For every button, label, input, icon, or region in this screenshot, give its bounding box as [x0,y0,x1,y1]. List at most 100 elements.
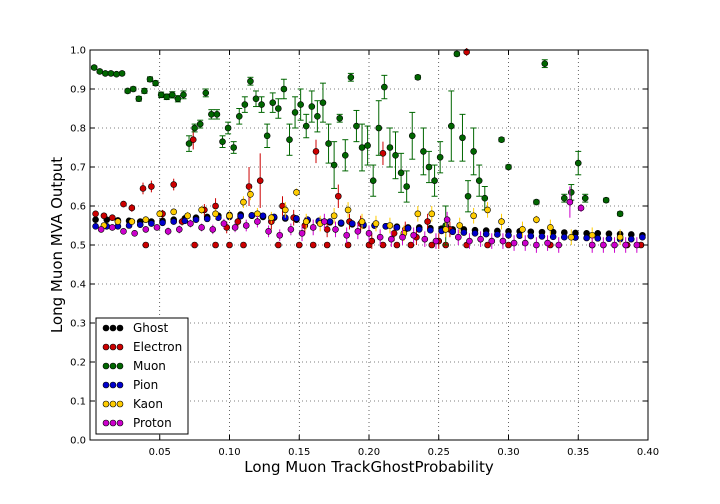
kaon-point [519,221,526,238]
muon-point [581,193,589,203]
muon-marker [141,87,148,95]
kaon-point [212,209,219,219]
muon-marker [213,111,221,118]
muon-point [96,68,104,75]
pion-marker [516,232,523,239]
floor-marker [212,241,219,249]
kaon-point [240,196,247,208]
data-points [90,48,646,253]
muon-point [420,127,427,176]
y-tick-label: 0.9 [70,85,86,96]
floor-marker [240,241,247,249]
legend-marker [102,400,110,408]
proton-marker [454,233,462,241]
electron-marker [92,210,99,218]
legend-item-proton: Proton [102,416,172,430]
kaon-point [268,211,275,224]
muon-point [397,152,405,193]
muon-marker [392,152,399,159]
electron-marker [335,192,342,200]
muon-point [135,95,143,103]
muon-point [560,193,568,203]
legend-label-kaon: Kaon [133,397,163,411]
muon-marker [314,113,321,120]
legend-marker [102,419,110,427]
muon-point [353,109,360,143]
floor-point [484,241,491,249]
kaon-marker [567,233,575,241]
floor-point [344,241,352,249]
muon-marker [163,93,171,101]
proton-point [533,237,540,253]
proton-point [376,229,384,245]
muon-marker [169,91,176,99]
kaon-point [302,213,310,230]
proton-marker [521,239,529,247]
kaon-point [442,221,450,238]
kaon-marker [302,218,310,225]
muon-marker [381,83,388,91]
muon-marker [505,163,512,171]
muon-point [247,76,254,86]
muon-marker [280,85,288,93]
legend-label-proton: Proton [133,416,172,430]
ghost-marker [92,216,99,223]
kaon-point [344,202,352,218]
muon-marker [436,153,444,161]
muon-marker [475,177,483,184]
electron-point [189,129,197,150]
muon-point [129,85,137,93]
kaon-point [184,211,191,220]
pion-point [326,218,334,225]
muon-point [235,108,243,125]
proton-point [633,237,641,253]
proton-point [254,215,261,228]
proton-point [153,224,161,231]
pion-point [170,218,177,225]
electron-marker [189,136,197,143]
pion-marker [538,233,546,240]
kaon-marker [142,216,150,223]
legend-marker [116,324,124,332]
kaon-point [567,229,575,245]
proton-point [521,235,529,251]
pion-marker [337,219,345,227]
pion-marker [170,218,177,225]
muon-point [90,64,98,71]
pion-marker [259,212,267,220]
muon-marker [230,144,237,151]
muon-marker [308,103,316,110]
proton-marker [477,235,484,243]
y-tick-label: 0.8 [70,124,86,135]
electron-marker [100,212,108,220]
proton-marker [365,230,373,237]
muon-marker [219,138,226,145]
muon-point [533,198,540,206]
muon-marker [375,124,383,132]
kaon-point [470,207,477,224]
kaon-point [170,208,177,216]
kaon-marker [344,206,352,214]
kaon-point [281,202,289,218]
kaon-point [226,211,233,221]
pion-point [237,212,244,220]
proton-marker [164,228,172,235]
floor-marker [191,241,198,249]
kaon-marker [358,218,366,225]
kaon-marker [428,210,436,218]
muon-point [541,59,549,69]
pion-marker [627,235,635,243]
pion-point [605,235,613,243]
floor-point [226,241,233,249]
proton-point [410,227,417,244]
electron-marker [368,237,376,245]
muon-marker [191,124,198,132]
y-tick-label: 0.3 [70,319,86,330]
muon-marker [567,189,575,196]
proton-marker [388,235,395,243]
pion-point [293,215,300,222]
muon-marker [107,70,115,77]
floor-marker [379,241,387,249]
kaon-marker [484,206,491,214]
electron-point [100,212,108,220]
